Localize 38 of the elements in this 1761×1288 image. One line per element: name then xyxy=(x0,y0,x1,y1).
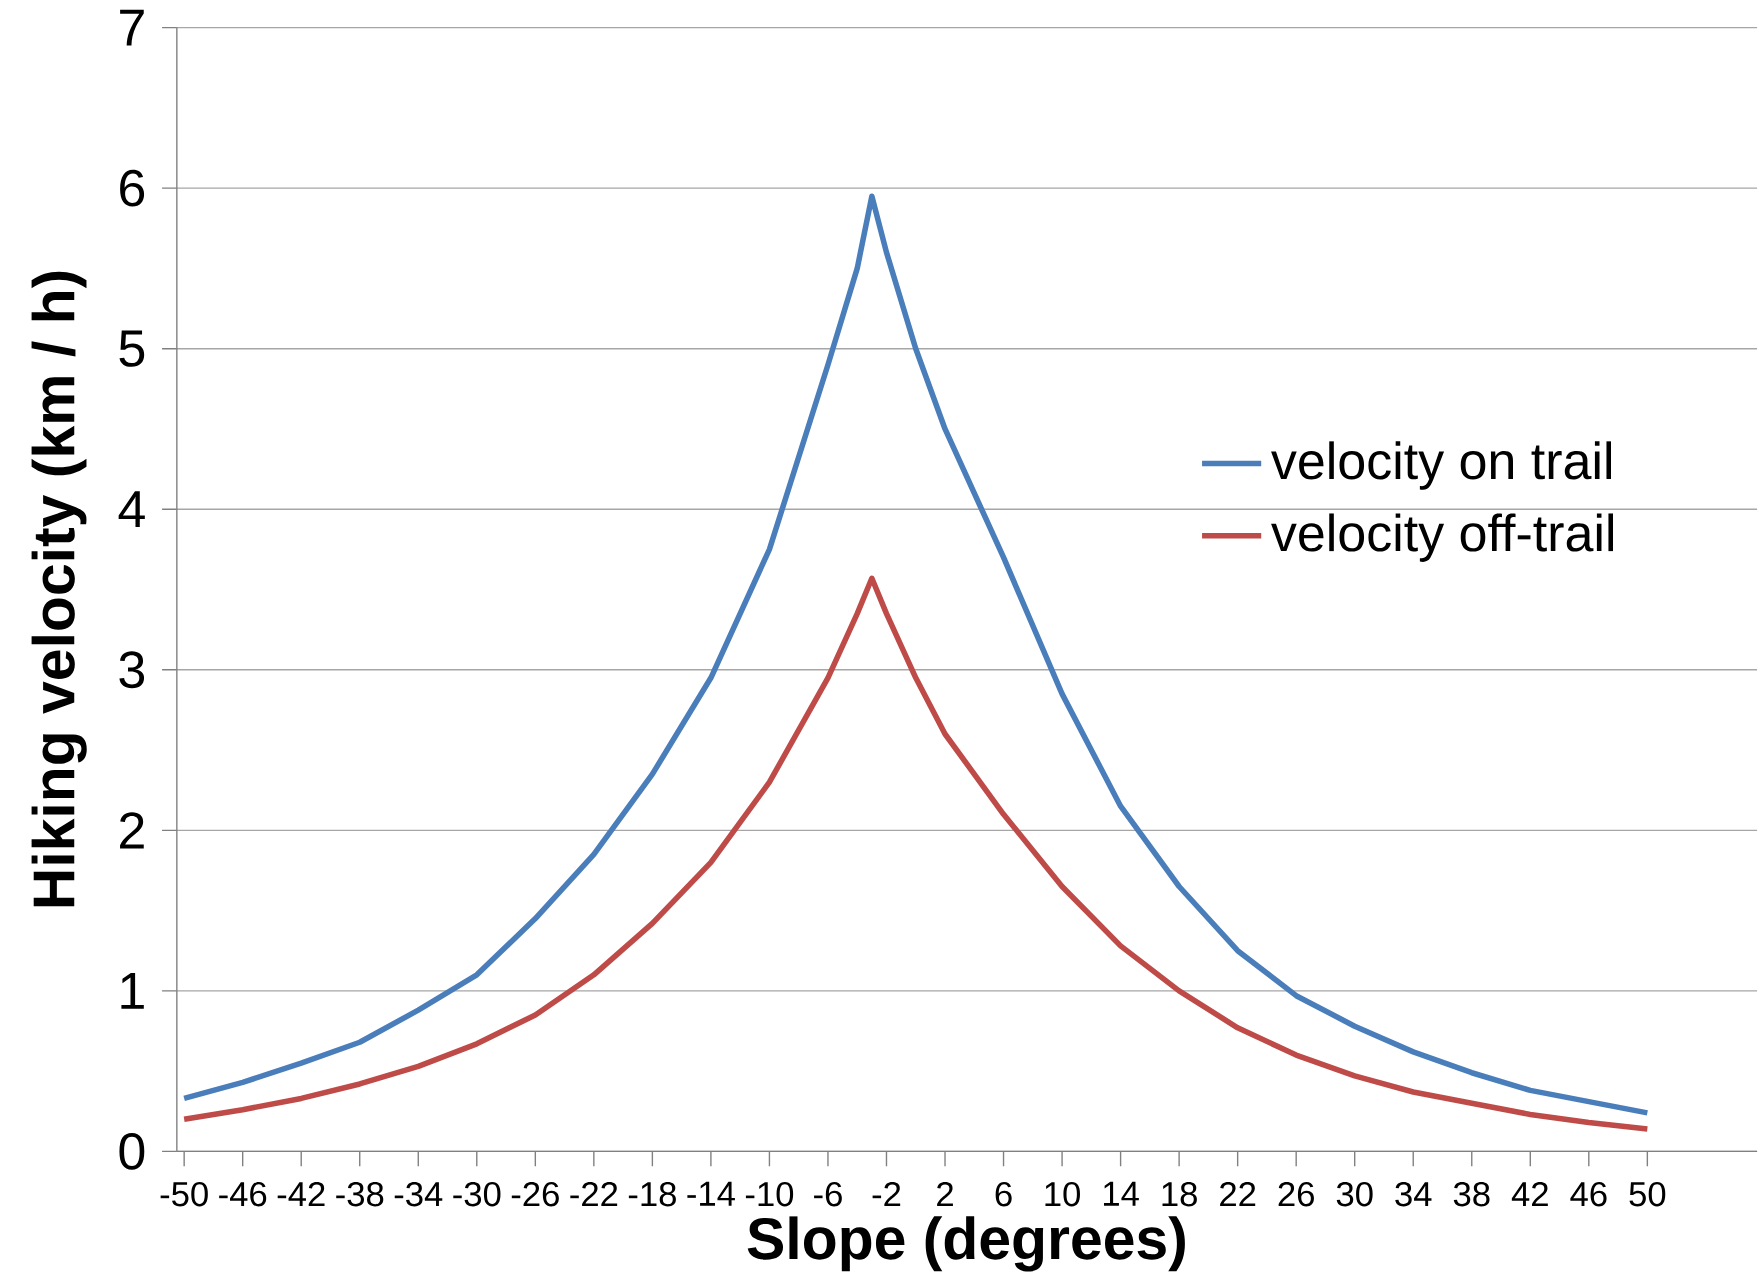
x-tick-label: -18 xyxy=(628,1181,676,1207)
y-tick-label: 3 xyxy=(119,651,145,688)
y-tick-label: 1 xyxy=(121,972,144,1009)
x-tick-label: -34 xyxy=(394,1181,443,1207)
x-tick-label: 34 xyxy=(1395,1181,1432,1207)
x-tick-label: 26 xyxy=(1278,1181,1314,1207)
x-tick-label: -50 xyxy=(160,1181,208,1207)
x-tick-label: -6 xyxy=(814,1181,842,1207)
y-axis-title: Hiking velocity (km / h) xyxy=(31,271,87,907)
x-tick-label: -14 xyxy=(687,1181,735,1206)
x-tick-label: -46 xyxy=(219,1181,267,1207)
x-tick-label: 42 xyxy=(1511,1181,1548,1206)
x-tick-label: -42 xyxy=(277,1181,325,1206)
y-tick-label: 4 xyxy=(118,491,145,527)
x-axis-title: Slope (degrees) xyxy=(747,1216,1185,1272)
x-tick-label: -2 xyxy=(872,1181,901,1206)
legend-label: velocity off-trail xyxy=(1271,513,1614,562)
x-tick-label: 14 xyxy=(1103,1181,1139,1206)
x-tick-label: -38 xyxy=(336,1181,384,1207)
y-tick-label: 6 xyxy=(120,169,145,207)
x-tick-label: 2 xyxy=(937,1181,953,1206)
x-tick-label: 30 xyxy=(1336,1181,1373,1207)
x-tick-label: -30 xyxy=(453,1181,501,1207)
x-tick-label: -10 xyxy=(745,1181,794,1207)
y-tick-label: 2 xyxy=(120,811,144,849)
x-tick-label: 18 xyxy=(1162,1181,1197,1207)
x-tick-label: -22 xyxy=(570,1181,618,1206)
x-tick-label: 22 xyxy=(1220,1181,1256,1206)
y-tick-label: 5 xyxy=(119,330,145,367)
y-tick-label: 7 xyxy=(120,9,144,46)
x-tick-label: 38 xyxy=(1453,1181,1490,1207)
x-tick-label: -26 xyxy=(511,1181,559,1207)
x-tick-label: 46 xyxy=(1570,1181,1607,1207)
x-tick-label: 6 xyxy=(995,1181,1012,1207)
y-tick-label: 0 xyxy=(119,1132,145,1170)
x-tick-label: 50 xyxy=(1629,1181,1666,1207)
x-tick-label: 10 xyxy=(1045,1181,1080,1207)
legend-label: velocity on trail xyxy=(1271,441,1612,490)
